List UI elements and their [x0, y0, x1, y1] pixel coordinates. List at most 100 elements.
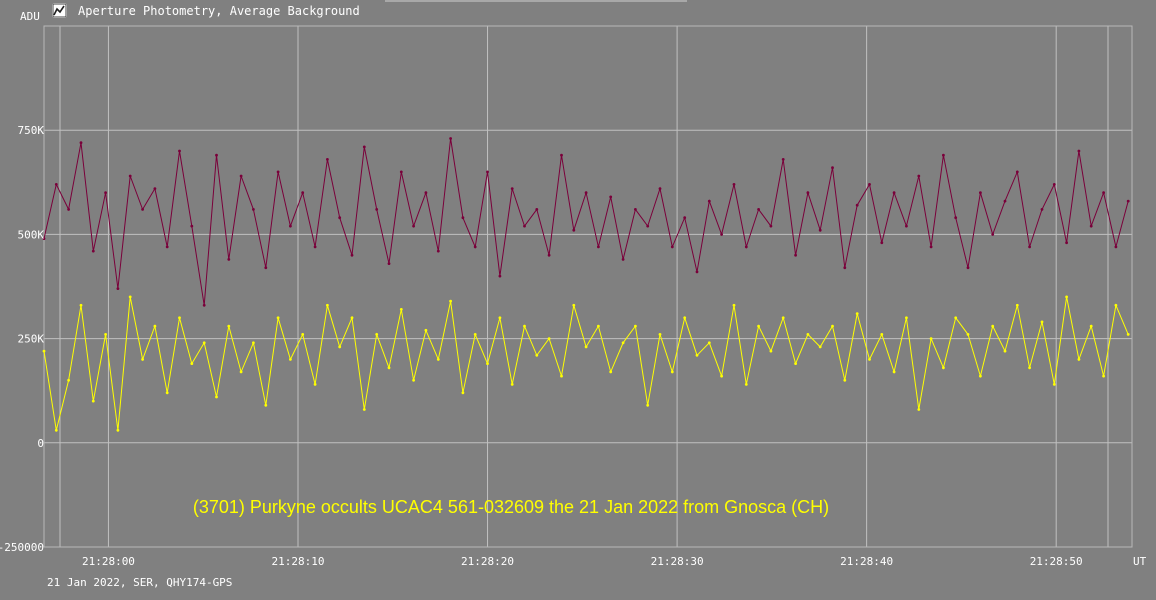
data-point: [42, 349, 46, 353]
data-point: [486, 362, 489, 365]
data-point: [202, 303, 206, 307]
graph-icon[interactable]: [52, 3, 67, 18]
x-tick-label: 21:28:30: [651, 555, 704, 568]
window-title: Aperture Photometry, Average Background: [78, 4, 360, 18]
data-point: [116, 287, 120, 290]
data-point: [473, 245, 477, 249]
data-point: [498, 316, 502, 320]
data-point: [338, 216, 342, 220]
data-point: [855, 312, 859, 315]
data-point: [942, 153, 945, 157]
data-point: [1015, 170, 1019, 174]
data-point: [794, 253, 797, 257]
data-point: [350, 253, 354, 257]
data-point: [54, 428, 58, 432]
data-point: [646, 224, 650, 228]
data-point: [584, 191, 588, 195]
data-point: [252, 208, 255, 211]
data-point: [449, 137, 452, 140]
y-tick-label: 750K: [18, 124, 45, 137]
data-point: [597, 245, 600, 249]
data-point: [1126, 333, 1130, 336]
data-point: [547, 253, 551, 257]
data-point: [1089, 224, 1093, 228]
x-tick-label: 21:28:00: [82, 555, 135, 568]
data-point: [1077, 358, 1081, 361]
data-point: [868, 358, 871, 361]
data-point: [683, 316, 687, 320]
data-point: [227, 324, 231, 328]
data-point: [153, 187, 157, 191]
data-point: [412, 224, 415, 228]
data-point: [387, 366, 391, 370]
data-point: [375, 333, 379, 336]
data-point: [1114, 245, 1118, 249]
data-point: [1102, 191, 1105, 195]
series-line-1: [43, 296, 1129, 431]
data-point: [695, 270, 699, 274]
series-line-0: [43, 138, 1129, 306]
data-point: [929, 245, 933, 249]
data-point: [461, 216, 465, 220]
data-point: [560, 153, 563, 157]
data-point: [732, 183, 736, 186]
data-point: [141, 358, 145, 361]
data-point: [1028, 245, 1031, 249]
data-point: [744, 383, 748, 386]
data-point: [609, 370, 613, 374]
window-top-bar: [385, 0, 687, 2]
data-point: [905, 224, 908, 228]
data-point: [621, 341, 625, 345]
data-point: [252, 341, 255, 345]
data-point: [991, 324, 995, 328]
x-tick-label: 21:28:40: [840, 555, 893, 568]
data-point: [979, 374, 982, 378]
data-point: [769, 224, 773, 228]
data-point: [276, 316, 280, 320]
data-point: [707, 199, 711, 203]
data-point: [905, 316, 908, 320]
chart-labels: 750K 500K 250K 0 -250000 21:28:00 21:28:10 21:2…: [0, 10, 1147, 568]
data-point: [843, 378, 847, 382]
y-axis-label: ADU: [20, 10, 40, 23]
data-point: [510, 383, 514, 386]
data-point: [929, 337, 933, 340]
data-point: [646, 403, 650, 407]
data-point: [892, 370, 896, 374]
data-point: [461, 391, 465, 395]
data-point: [806, 333, 810, 336]
plot-frame: [43, 25, 1133, 548]
data-point: [67, 378, 70, 382]
data-point: [1052, 383, 1056, 386]
data-point: [190, 362, 194, 365]
data-point: [313, 245, 317, 249]
data-point: [831, 166, 834, 170]
data-point: [178, 149, 181, 153]
data-point: [313, 383, 317, 386]
data-point: [892, 191, 896, 195]
data-point: [375, 208, 379, 211]
data-point: [399, 170, 403, 174]
data-point: [1028, 366, 1031, 370]
data-point: [54, 183, 58, 186]
data-point: [794, 362, 797, 365]
data-point: [338, 345, 342, 349]
y-tick-label: -250000: [0, 541, 44, 554]
chart-axes: [43, 25, 1133, 548]
data-point: [1015, 303, 1019, 307]
data-point: [831, 324, 834, 328]
data-point: [165, 391, 169, 395]
data-point: [966, 266, 970, 270]
data-point: [449, 299, 452, 303]
data-point: [707, 341, 711, 345]
data-point: [535, 353, 539, 357]
data-point: [289, 358, 292, 361]
chart-subtitle: (3701) Purkyne occults UCAC4 561-032609 …: [192, 497, 830, 517]
data-point: [116, 428, 120, 432]
data-point: [362, 145, 366, 149]
data-point: [424, 328, 428, 332]
data-point: [609, 195, 613, 199]
data-point: [732, 303, 736, 307]
x-tick-label: 21:28:20: [461, 555, 514, 568]
data-point: [326, 303, 329, 307]
